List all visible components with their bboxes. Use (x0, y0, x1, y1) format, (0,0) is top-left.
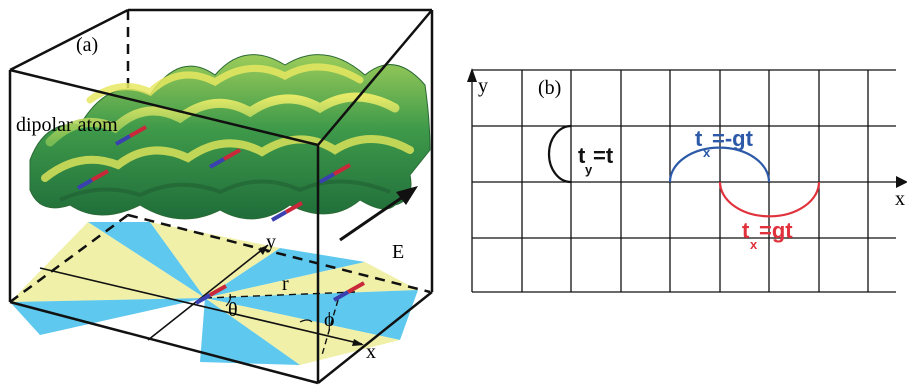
hop-x-bottom-arc (718, 181, 821, 218)
dipole-1 (115, 125, 147, 146)
r-label: r (282, 273, 289, 295)
hop-x-top-label: t x =-gt (695, 126, 754, 160)
svg-text:y: y (585, 162, 593, 177)
panel-a-label: (a) (76, 34, 98, 56)
phi-label: ϕ (324, 309, 335, 331)
panel-b-label: (b) (538, 77, 561, 99)
svg-text:t: t (578, 143, 586, 168)
field-arrow (339, 190, 411, 242)
dipole-5 (271, 201, 303, 222)
dipole-atoms (77, 125, 365, 305)
dipole-4 (319, 163, 351, 184)
svg-text:x: x (703, 145, 711, 160)
field-label: E (392, 241, 404, 263)
theta-label: θ (228, 299, 238, 321)
svg-text:=gt: =gt (759, 218, 793, 243)
lattice-grid (471, 69, 896, 293)
svg-text:t: t (695, 126, 703, 151)
svg-text:=t: =t (593, 143, 614, 168)
box-frame (8, 8, 434, 385)
svg-text:x: x (750, 237, 758, 252)
panel-a: (a) dipolar atom E y x r θ ϕ (8, 8, 434, 385)
dipolar-atom-label: dipolar atom (16, 114, 118, 136)
svg-text:=-gt: =-gt (712, 126, 754, 151)
hop-y-label: t y =t (578, 143, 614, 177)
hop-y-arc (547, 124, 572, 184)
dipole-2 (77, 169, 109, 190)
floor-x-label: x (366, 341, 376, 363)
dipole-3 (209, 148, 241, 169)
svg-text:t: t (742, 218, 750, 243)
grid-x-label: x (895, 188, 905, 210)
floor-y-label: y (266, 231, 276, 253)
floor-y-axis (147, 244, 269, 341)
dipole-7 (333, 281, 365, 302)
grid-y-label: y (478, 75, 488, 97)
hop-x-top-arc (668, 146, 771, 183)
floor-sector-pattern (10, 222, 418, 365)
dipole-6 (195, 284, 227, 305)
hop-x-bottom-label: t x =gt (742, 218, 793, 252)
floor-x-axis (39, 267, 363, 345)
panel-b: (b) y x t y =t t x =-gt t x =gt (467, 68, 907, 293)
optical-lattice-surface (29, 54, 431, 220)
